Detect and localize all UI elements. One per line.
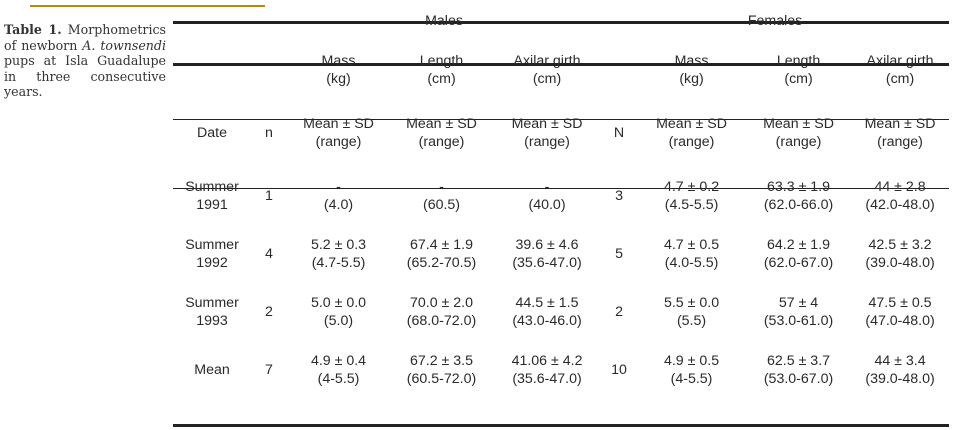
table-row: Summer 1992 4 5.2 ± 0.3 (4.7-5.5) 67.4 ± 1… <box>173 225 949 283</box>
males-girth-cell: 39.6 ± 4.6 (35.6-47.0) <box>512 237 582 271</box>
males-length-cell: 70.0 ± 2.0 (68.0-72.0) <box>406 295 477 329</box>
table-caption: Table 1. Morphometrics of newborn A. tow… <box>4 22 166 100</box>
n-males-header: n <box>265 124 273 141</box>
subheader-rule <box>173 188 949 189</box>
females-length-cell: 62.5 ± 3.7 (53.0-67.0) <box>763 353 834 387</box>
date-cell: Mean <box>194 362 230 378</box>
n-females-cell: 10 <box>611 362 627 378</box>
date-header: Date <box>197 124 227 141</box>
n-males-cell: 4 <box>265 246 273 262</box>
females-mass-cell: 4.7 ± 0.5 (4.0-5.5) <box>663 237 720 271</box>
females-mass-cell: 4.9 ± 0.5 (4-5.5) <box>663 353 720 387</box>
units-header-row: Mass (kg) Length (cm) Axilar girth (cm) Mas… <box>173 42 949 98</box>
stat-header: Mean ± SD (range) <box>656 115 727 150</box>
males-girth-cell: 44.5 ± 1.5 (43.0-46.0) <box>512 295 582 329</box>
n-males-cell: 1 <box>265 188 273 204</box>
females-girth-cell: 44 ± 2.8 (42.0-48.0) <box>865 179 935 213</box>
bottom-rule <box>173 424 949 427</box>
date-cell: Summer 1993 <box>185 295 239 329</box>
n-females-cell: 3 <box>615 188 623 204</box>
n-males-cell: 7 <box>265 362 273 378</box>
date-cell: Summer 1991 <box>185 179 239 213</box>
males-girth-cell: - (40.0) <box>528 179 566 213</box>
females-length-cell: 64.2 ± 1.9 (62.0-67.0) <box>763 237 834 271</box>
caption-text-pre: Morphometrics of newborn <box>4 22 166 53</box>
males-girth-cell: 41.06 ± 4.2 (35.6-47.0) <box>511 353 583 387</box>
males-mass-cell: 5.0 ± 0.0 (5.0) <box>310 295 367 329</box>
males-length-cell: 67.2 ± 3.5 (60.5-72.0) <box>406 353 477 387</box>
caption-label: Table 1. <box>4 22 62 37</box>
females-header: Females <box>747 13 803 29</box>
females-mass-cell: 4.7 ± 0.2 (4.5-5.5) <box>663 179 720 213</box>
units-rule <box>173 119 949 120</box>
stat-header: Mean ± SD (range) <box>406 115 477 150</box>
females-length-cell: 57 ± 4 (53.0-61.0) <box>763 295 834 329</box>
table-row: Summer 1993 2 5.0 ± 0.0 (5.0) 70.0 ± 2.0 (6… <box>173 283 949 341</box>
females-mass-header: Mass (kg) <box>674 53 709 87</box>
females-length-header: Length (cm) <box>776 53 821 87</box>
females-girth-header: Axilar girth (cm) <box>866 53 934 87</box>
males-length-cell: 67.4 ± 1.9 (65.2-70.5) <box>406 237 477 271</box>
group-rule <box>173 63 949 66</box>
morphometrics-table: Males Females Mass (kg) Length (cm) Axilar… <box>173 0 949 399</box>
females-mass-cell: 5.5 ± 0.0 (5.5) <box>663 295 720 329</box>
stat-header: Mean ± SD (range) <box>511 115 583 150</box>
caption-species: A. townsendi <box>82 37 166 53</box>
n-males-cell: 2 <box>265 304 273 320</box>
males-length-cell: - (60.5) <box>422 179 461 213</box>
n-females-cell: 2 <box>615 304 623 320</box>
males-mass-header: Mass (kg) <box>321 53 356 87</box>
females-girth-cell: 44 ± 3.4 (39.0-48.0) <box>865 353 935 387</box>
accent-rule <box>30 5 265 7</box>
females-length-cell: 63.3 ± 1.9 (62.0-66.0) <box>763 179 834 213</box>
date-cell: Summer 1992 <box>185 237 239 271</box>
group-header-row: Males Females <box>173 0 949 42</box>
males-mass-cell: 5.2 ± 0.3 (4.7-5.5) <box>310 237 367 271</box>
stat-header: Mean ± SD (range) <box>763 115 834 150</box>
stat-header: Mean ± SD (range) <box>864 115 936 150</box>
males-length-header: Length (cm) <box>419 53 464 87</box>
table-row-mean: Mean 7 4.9 ± 0.4 (4-5.5) 67.2 ± 3.5 (60.5-… <box>173 341 949 399</box>
males-mass-cell: - (4.0) <box>323 179 354 213</box>
females-girth-cell: 47.5 ± 0.5 (47.0-48.0) <box>865 295 935 329</box>
top-rule <box>173 21 949 24</box>
females-girth-cell: 42.5 ± 3.2 (39.0-48.0) <box>865 237 935 271</box>
n-females-header: N <box>613 124 625 141</box>
males-header: Males <box>425 13 463 29</box>
table-row: Summer 1991 1 - (4.0) - (60.5) - (40.0) 3 4.… <box>173 167 949 225</box>
stat-header: Mean ± SD (range) <box>303 115 374 150</box>
subheader-row: Date n Mean ± SD (range) Mean ± SD (range)… <box>173 98 949 167</box>
n-females-cell: 5 <box>615 246 623 262</box>
males-girth-header: Axilar girth (cm) <box>513 53 581 87</box>
males-mass-cell: 4.9 ± 0.4 (4-5.5) <box>310 353 367 387</box>
caption-text-post: pups at Isla Guadalupe in three consecut… <box>4 53 166 99</box>
